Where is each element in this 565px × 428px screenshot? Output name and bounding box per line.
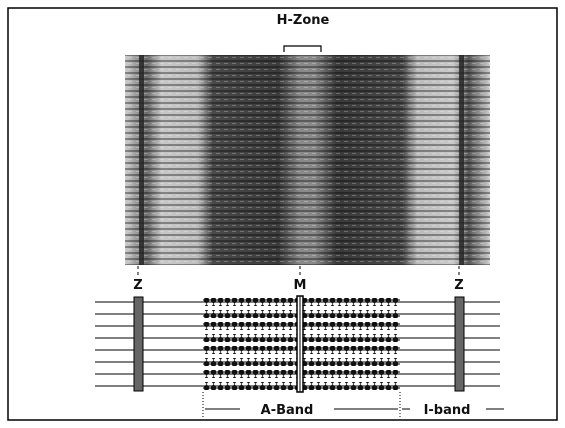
z-label: Z [454,278,463,293]
micrograph [125,55,490,265]
h-zone-label: H-Zone [277,13,330,28]
z-disc [454,296,465,392]
h-zone-bracket [283,45,322,52]
guide-lines [137,266,460,275]
z-label: Z [133,278,142,293]
band-markers [202,392,504,418]
i-band-label: I-band [424,403,471,418]
m-label: M [294,278,307,293]
frame [7,7,558,421]
z-disc [133,296,144,392]
a-band-label: A-Band [261,403,314,418]
